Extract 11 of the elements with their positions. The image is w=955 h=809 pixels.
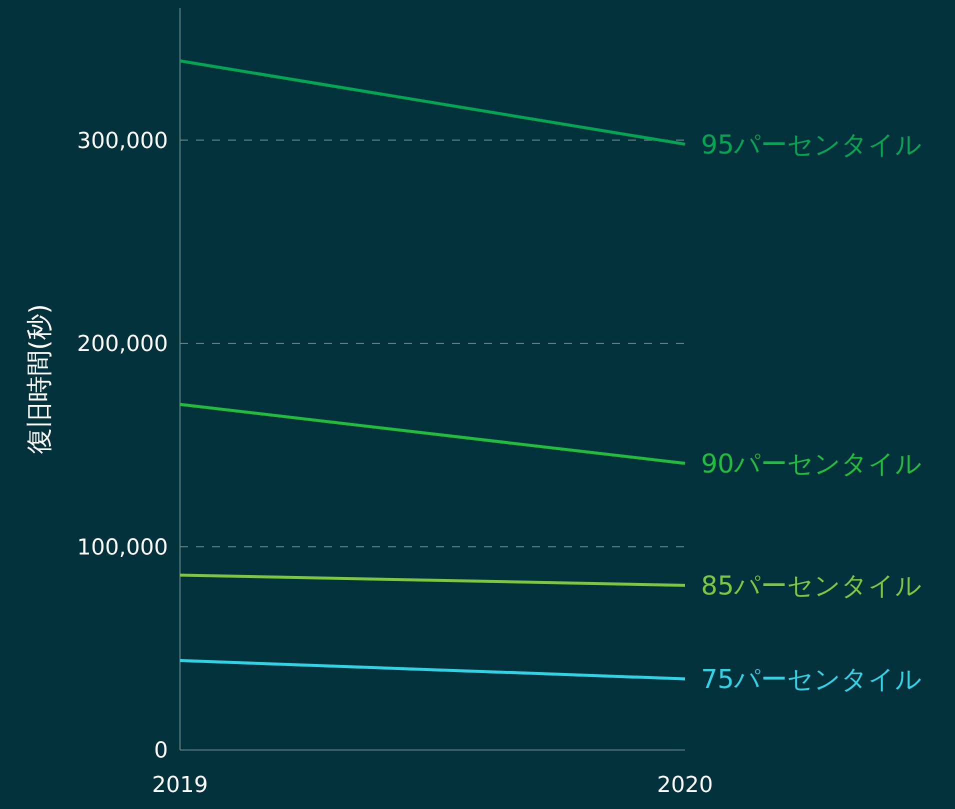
y-tick-label: 200,000: [77, 332, 168, 358]
series-label: 90パーセンタイル: [701, 449, 922, 480]
x-tick-label: 2020: [657, 773, 713, 798]
y-tick-label: 100,000: [77, 535, 168, 560]
y-axis-title: 復旧時間(秒): [25, 304, 55, 454]
series-label: 95パーセンタイル: [701, 130, 922, 160]
series-label: 75パーセンタイル: [701, 664, 922, 695]
series-label: 85パーセンタイル: [701, 571, 922, 602]
y-tick-label: 300,000: [77, 128, 168, 154]
x-tick-label: 2019: [152, 773, 208, 798]
y-tick-label: 0: [154, 738, 168, 764]
